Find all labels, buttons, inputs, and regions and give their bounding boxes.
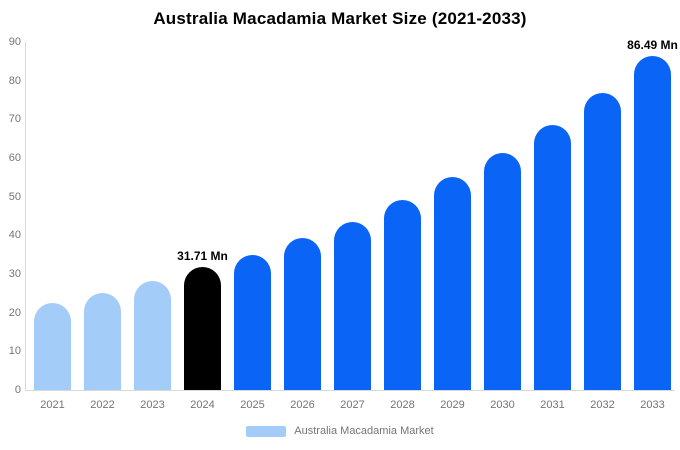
y-axis-tick-label-0: 0 bbox=[14, 384, 21, 396]
bar-value-label-2033: 86.49 Mn bbox=[627, 37, 678, 52]
x-axis-tick-label-2022: 2022 bbox=[90, 399, 115, 411]
x-axis-tick-label-2024: 2024 bbox=[190, 399, 215, 411]
y-axis-tick-label-10: 10 bbox=[8, 345, 21, 358]
legend-swatch bbox=[246, 425, 287, 437]
bar-2025[interactable] bbox=[234, 254, 271, 390]
y-axis-tick-label-70: 70 bbox=[8, 113, 21, 126]
y-axis-tick-label-60: 60 bbox=[8, 152, 21, 164]
x-axis-tick-label-2025: 2025 bbox=[240, 399, 265, 411]
x-axis-tick-label-2032: 2032 bbox=[590, 399, 615, 411]
bar-2032[interactable] bbox=[584, 92, 621, 390]
x-axis-tick-label-2028: 2028 bbox=[390, 399, 415, 411]
y-axis-tick-label-40: 40 bbox=[8, 229, 21, 242]
bar-2023[interactable] bbox=[134, 280, 171, 390]
y-axis-line bbox=[25, 42, 26, 391]
bar-2027[interactable] bbox=[334, 221, 371, 390]
bar-2021[interactable] bbox=[34, 303, 71, 390]
y-axis-tick-label-20: 20 bbox=[8, 306, 21, 319]
chart-title: Australia Macadamia Market Size (2021-20… bbox=[153, 9, 527, 28]
x-axis-line bbox=[25, 390, 675, 391]
x-axis-tick-label-2023: 2023 bbox=[140, 399, 165, 411]
y-axis-tick-label-50: 50 bbox=[8, 190, 21, 203]
bar-2024[interactable] bbox=[184, 267, 221, 390]
bar-2028[interactable] bbox=[384, 199, 421, 390]
legend[interactable]: Australia Macadamia Market bbox=[0, 425, 680, 437]
bar-2026[interactable] bbox=[284, 238, 321, 390]
x-axis-tick-label-2030: 2030 bbox=[490, 399, 515, 411]
legend-label: Australia Macadamia Market bbox=[294, 425, 434, 437]
x-axis-tick-label-2033: 2033 bbox=[640, 399, 665, 411]
bar-2022[interactable] bbox=[84, 293, 121, 390]
y-axis-tick-label-30: 30 bbox=[8, 268, 21, 280]
bar-2033[interactable] bbox=[634, 55, 671, 390]
bar-2029[interactable] bbox=[434, 176, 471, 390]
y-axis-tick-label-90: 90 bbox=[8, 36, 21, 48]
bar-2031[interactable] bbox=[534, 124, 571, 390]
x-axis-tick-label-2021: 2021 bbox=[40, 399, 65, 411]
x-axis-tick-label-2031: 2031 bbox=[540, 399, 565, 411]
bar-2030[interactable] bbox=[484, 153, 521, 390]
y-axis-tick-label-80: 80 bbox=[8, 74, 21, 87]
x-axis-tick-label-2026: 2026 bbox=[290, 399, 315, 411]
bar-value-label-2024: 31.71 Mn bbox=[177, 249, 228, 264]
x-axis-tick-label-2027: 2027 bbox=[340, 399, 365, 411]
x-axis-tick-label-2029: 2029 bbox=[440, 399, 465, 411]
